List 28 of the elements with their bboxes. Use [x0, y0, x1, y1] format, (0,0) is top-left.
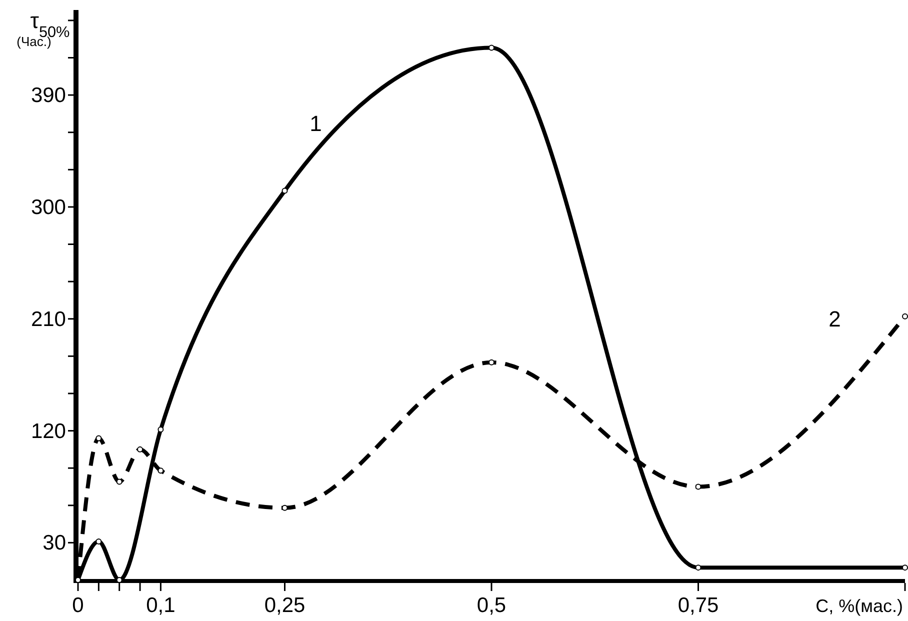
y-axis-title: τ$_{50%}$ (Час.): [16, 8, 70, 49]
point: [488, 44, 494, 51]
x-tick-label: 0,1: [146, 594, 176, 617]
x-tick-label: 0,75: [678, 594, 719, 617]
point: [158, 468, 164, 474]
point: [158, 426, 164, 433]
y-tick-label: 210: [30, 308, 66, 331]
point: [282, 504, 288, 511]
y-tick-label: 120: [30, 420, 66, 443]
point: [282, 188, 288, 194]
y-tick-label: 300: [30, 196, 66, 219]
point: [902, 564, 908, 571]
x-tick-label: 0,25: [264, 594, 306, 617]
point: [96, 538, 102, 544]
point: [137, 446, 144, 452]
point: [116, 478, 122, 485]
point: [695, 484, 702, 490]
y-tick-label: 30: [42, 532, 66, 555]
series-label: 1: [310, 110, 322, 136]
x-axis-title: C, %(мас.): [816, 596, 903, 616]
y-tick-label: 390: [30, 84, 66, 108]
point: [488, 359, 494, 366]
x-tick-label: 0,5: [476, 594, 506, 617]
point: [902, 313, 908, 320]
x-tick-label: 0: [72, 594, 84, 617]
point: [695, 564, 702, 571]
series-label: 2: [828, 306, 841, 332]
point: [96, 435, 102, 442]
